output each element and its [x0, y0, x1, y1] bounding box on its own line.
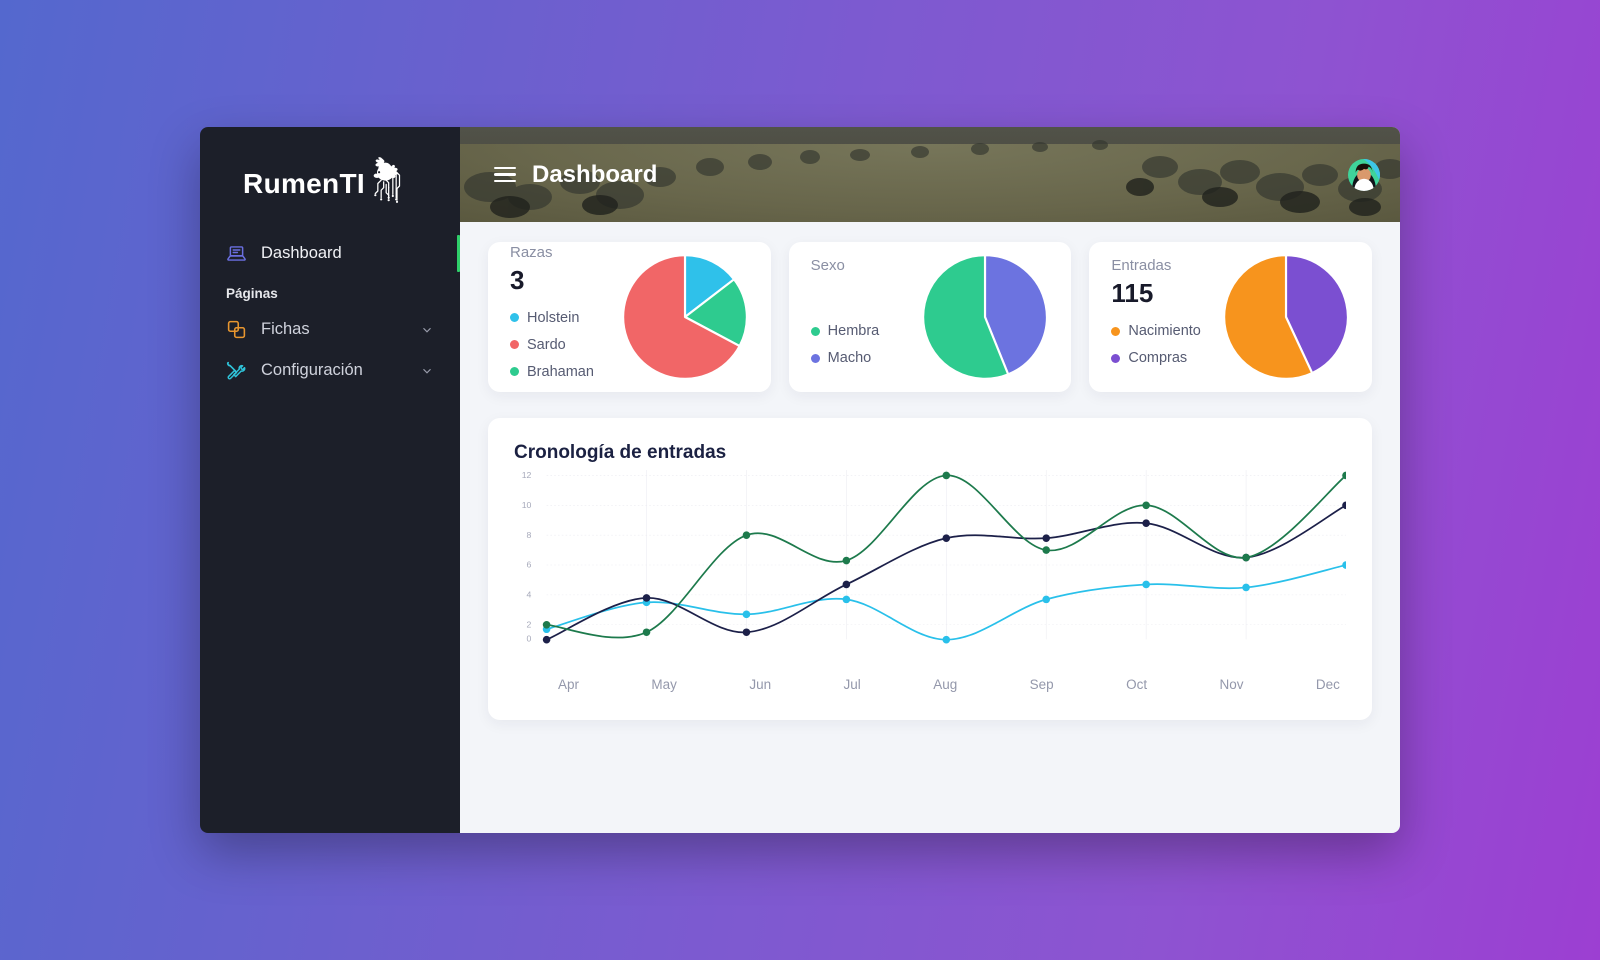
svg-text:12: 12: [522, 470, 532, 480]
svg-text:0: 0: [527, 634, 532, 644]
svg-text:8: 8: [527, 530, 532, 540]
svg-text:10: 10: [522, 500, 532, 510]
svg-text:6: 6: [527, 560, 532, 570]
svg-text:2: 2: [527, 619, 532, 629]
svg-text:4: 4: [527, 590, 532, 600]
